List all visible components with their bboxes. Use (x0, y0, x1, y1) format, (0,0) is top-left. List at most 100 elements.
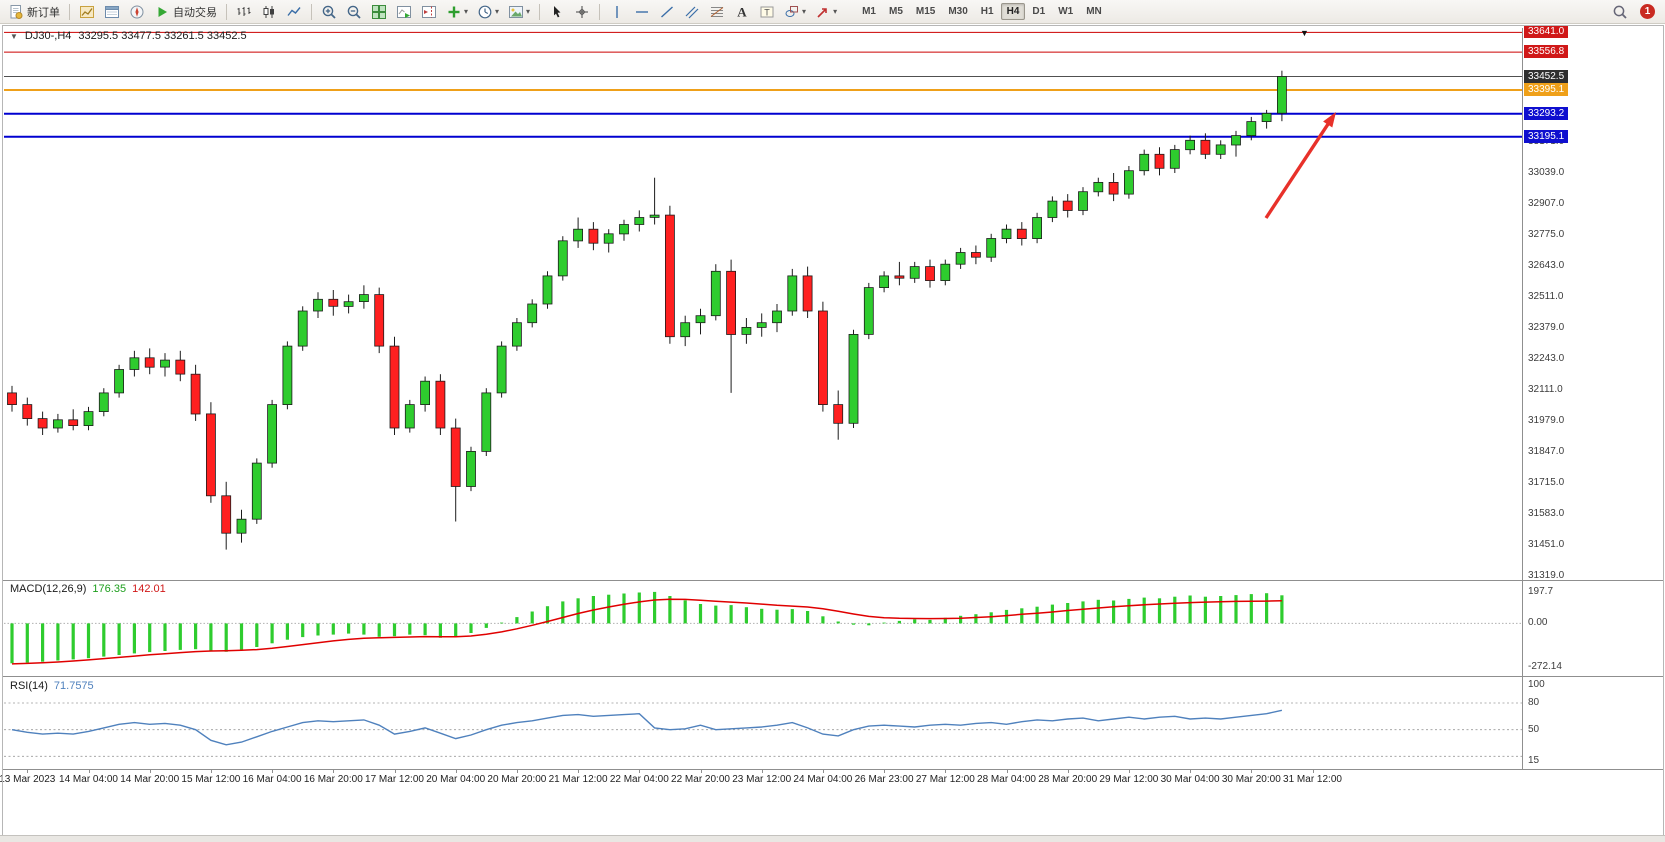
time-axis-tick (88, 770, 90, 773)
time-axis-tick (1190, 770, 1192, 773)
arrows-button[interactable]: ▾ (811, 1, 841, 23)
price-axis-label: 31583.0 (1528, 507, 1565, 519)
shapes-icon (784, 4, 800, 20)
templates-button[interactable]: ▾ (504, 1, 534, 23)
chart-symbol-period: DJ30-,H4 (24, 30, 72, 42)
auto-scroll-button[interactable] (392, 1, 416, 23)
zoom-in-icon (321, 4, 337, 20)
zoom-out-button[interactable] (342, 1, 366, 23)
time-axis-tick (1006, 770, 1008, 773)
dropdown-arrow-icon[interactable]: ▾ (464, 7, 469, 16)
svg-text:A: A (737, 4, 747, 19)
zoom-in-button[interactable] (317, 1, 341, 23)
chart-shift-button[interactable] (417, 1, 441, 23)
time-axis-label: 28 Mar 04:00 (977, 774, 1036, 785)
new-order-button[interactable]: 新订单 (4, 1, 64, 23)
macd-panel-splitter[interactable] (3, 580, 1663, 581)
bar-chart-button[interactable] (232, 1, 256, 23)
chart-ohlc-values: 33295.5 33477.5 33261.5 33452.5 (78, 30, 247, 42)
bar-chart-icon (236, 4, 252, 20)
label-button[interactable]: T (755, 1, 779, 23)
timeframe-d1-button[interactable]: D1 (1032, 6, 1046, 17)
macd-main-value: 176.35 (92, 583, 127, 595)
channel-button[interactable] (680, 1, 704, 23)
dropdown-arrow-icon[interactable]: ▾ (526, 7, 531, 16)
indicators-button[interactable]: ▾ (442, 1, 472, 23)
rsi-panel-splitter[interactable] (3, 676, 1663, 677)
dropdown-arrow-icon[interactable]: ▾ (833, 7, 838, 16)
candlestick-chart[interactable] (4, 28, 1522, 580)
timeframe-m5-button[interactable]: M5 (888, 6, 903, 17)
auto-scroll-icon (396, 4, 412, 20)
macd-name: MACD(12,26,9) (10, 583, 87, 595)
rsi-indicator-label: RSI(14) 71.7575 (10, 680, 94, 692)
svg-text:T: T (764, 7, 770, 17)
time-axis-tick (1251, 770, 1253, 773)
vline-icon (609, 4, 625, 20)
price-axis-label: 31847.0 (1528, 446, 1565, 458)
macd-panel[interactable] (4, 582, 1522, 676)
trendline-button[interactable] (655, 1, 679, 23)
periods-icon (477, 4, 493, 20)
periods-button[interactable]: ▾ (473, 1, 503, 23)
price-axis-label: 32379.0 (1528, 321, 1565, 333)
time-axis-label: 16 Mar 04:00 (242, 774, 302, 785)
data-window-button[interactable] (100, 1, 124, 23)
shapes-button[interactable]: ▾ (780, 1, 810, 23)
time-axis-tick (761, 770, 763, 773)
price-scale[interactable]: 33171.033039.032907.032775.032643.032511… (1522, 25, 1665, 769)
collapse-chart-icon[interactable]: ▼ (10, 31, 18, 41)
time-axis-label: 16 Mar 20:00 (303, 774, 363, 785)
navigator-button[interactable] (125, 1, 149, 23)
price-line-tag: 33556.8 (1524, 45, 1569, 59)
timeframe-w1-button[interactable]: W1 (1058, 6, 1074, 17)
price-axis-label: 31319.0 (1528, 569, 1565, 581)
timeframe-m15-button[interactable]: M15 (915, 6, 936, 17)
timeframe-m30-button[interactable]: M30 (948, 6, 968, 17)
timeframe-h4-button[interactable]: H4 (1000, 3, 1026, 20)
time-axis-tick (272, 770, 274, 773)
time-axis-label: 22 Mar 04:00 (609, 774, 669, 785)
text-button[interactable]: A (730, 1, 754, 23)
vertical-line-button[interactable] (605, 1, 629, 23)
toolbar-separator (69, 3, 70, 20)
price-line-tag: 33641.0 (1524, 25, 1569, 39)
time-axis-label: 17 Mar 12:00 (365, 774, 424, 785)
dropdown-arrow-icon[interactable]: ▾ (802, 7, 807, 16)
tline-icon (659, 4, 675, 20)
notification-badge[interactable]: 1 (1640, 4, 1655, 19)
auto-trading-button[interactable]: 自动交易 (150, 1, 221, 23)
rsi-name: RSI(14) (10, 680, 48, 692)
search-button[interactable] (1608, 1, 1632, 23)
dropdown-arrow-icon[interactable]: ▾ (495, 7, 500, 16)
market-watch-button[interactable] (75, 1, 99, 23)
price-line-tag: 33395.1 (1524, 83, 1569, 96)
time-axis-label: 14 Mar 04:00 (59, 774, 118, 785)
time-axis-tick (1128, 770, 1130, 773)
macd-axis-label: 0.00 (1528, 617, 1548, 629)
time-axis[interactable]: 13 Mar 2023 14 Mar 04:00 14 Mar 20:00 15 Ma… (0, 770, 1522, 788)
price-axis-label: 32243.0 (1528, 353, 1565, 365)
line-chart-button[interactable] (282, 1, 306, 23)
price-axis-label: 31715.0 (1528, 476, 1565, 488)
timeframe-h1-button[interactable]: H1 (980, 6, 994, 17)
chart-shift-marker-icon[interactable]: ▼ (1300, 28, 1309, 38)
macd-axis-label: -272.14 (1528, 660, 1562, 672)
horizontal-line-button[interactable] (630, 1, 654, 23)
timeframe-m1-button[interactable]: M1 (862, 6, 876, 17)
window-bottom-edge (0, 835, 1665, 842)
crosshair-button[interactable] (570, 1, 594, 23)
time-axis-tick (639, 770, 641, 773)
rsi-panel[interactable] (4, 679, 1522, 767)
time-axis-label: 26 Mar 23:00 (854, 774, 914, 785)
time-axis-tick (884, 770, 886, 773)
timeframe-mn-button[interactable]: MN (1086, 6, 1102, 17)
time-axis-tick (516, 770, 518, 773)
cursor-button[interactable] (545, 1, 569, 23)
fibonacci-button[interactable] (705, 1, 729, 23)
macd-axis-label: 197.7 (1528, 585, 1554, 597)
rsi-value: 71.7575 (53, 680, 94, 692)
tile-windows-button[interactable] (367, 1, 391, 23)
candlestick-button[interactable] (257, 1, 281, 23)
